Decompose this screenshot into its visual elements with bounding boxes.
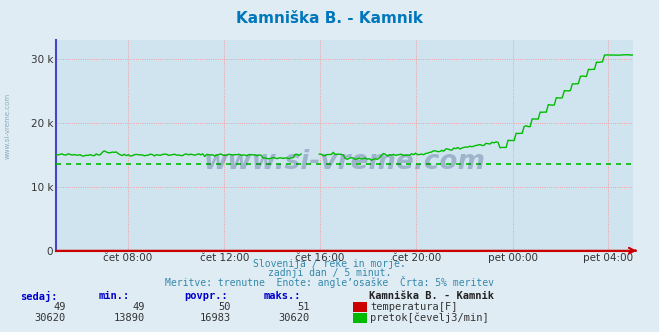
- Text: 50: 50: [218, 302, 231, 312]
- Text: 30620: 30620: [279, 313, 310, 323]
- Text: Meritve: trenutne  Enote: angleʼosaške  Črta: 5% meritev: Meritve: trenutne Enote: angleʼosaške Čr…: [165, 276, 494, 288]
- Text: Slovenija / reke in morje.: Slovenija / reke in morje.: [253, 259, 406, 269]
- Text: 30620: 30620: [35, 313, 66, 323]
- Text: 16983: 16983: [200, 313, 231, 323]
- Text: 51: 51: [297, 302, 310, 312]
- Text: www.si-vreme.com: www.si-vreme.com: [204, 149, 485, 175]
- Text: maks.:: maks.:: [264, 291, 301, 301]
- Text: povpr.:: povpr.:: [185, 291, 228, 301]
- Text: temperatura[F]: temperatura[F]: [370, 302, 458, 312]
- Text: pretok[čevelj3/min]: pretok[čevelj3/min]: [370, 313, 489, 323]
- Text: www.si-vreme.com: www.si-vreme.com: [5, 93, 11, 159]
- Text: zadnji dan / 5 minut.: zadnji dan / 5 minut.: [268, 268, 391, 278]
- Text: 49: 49: [132, 302, 145, 312]
- Text: Kamniška B. - Kamnik: Kamniška B. - Kamnik: [236, 11, 423, 26]
- Text: 49: 49: [53, 302, 66, 312]
- Text: 13890: 13890: [114, 313, 145, 323]
- Text: min.:: min.:: [99, 291, 130, 301]
- Text: Kamniška B. - Kamnik: Kamniška B. - Kamnik: [369, 291, 494, 301]
- Text: sedaj:: sedaj:: [20, 290, 57, 302]
